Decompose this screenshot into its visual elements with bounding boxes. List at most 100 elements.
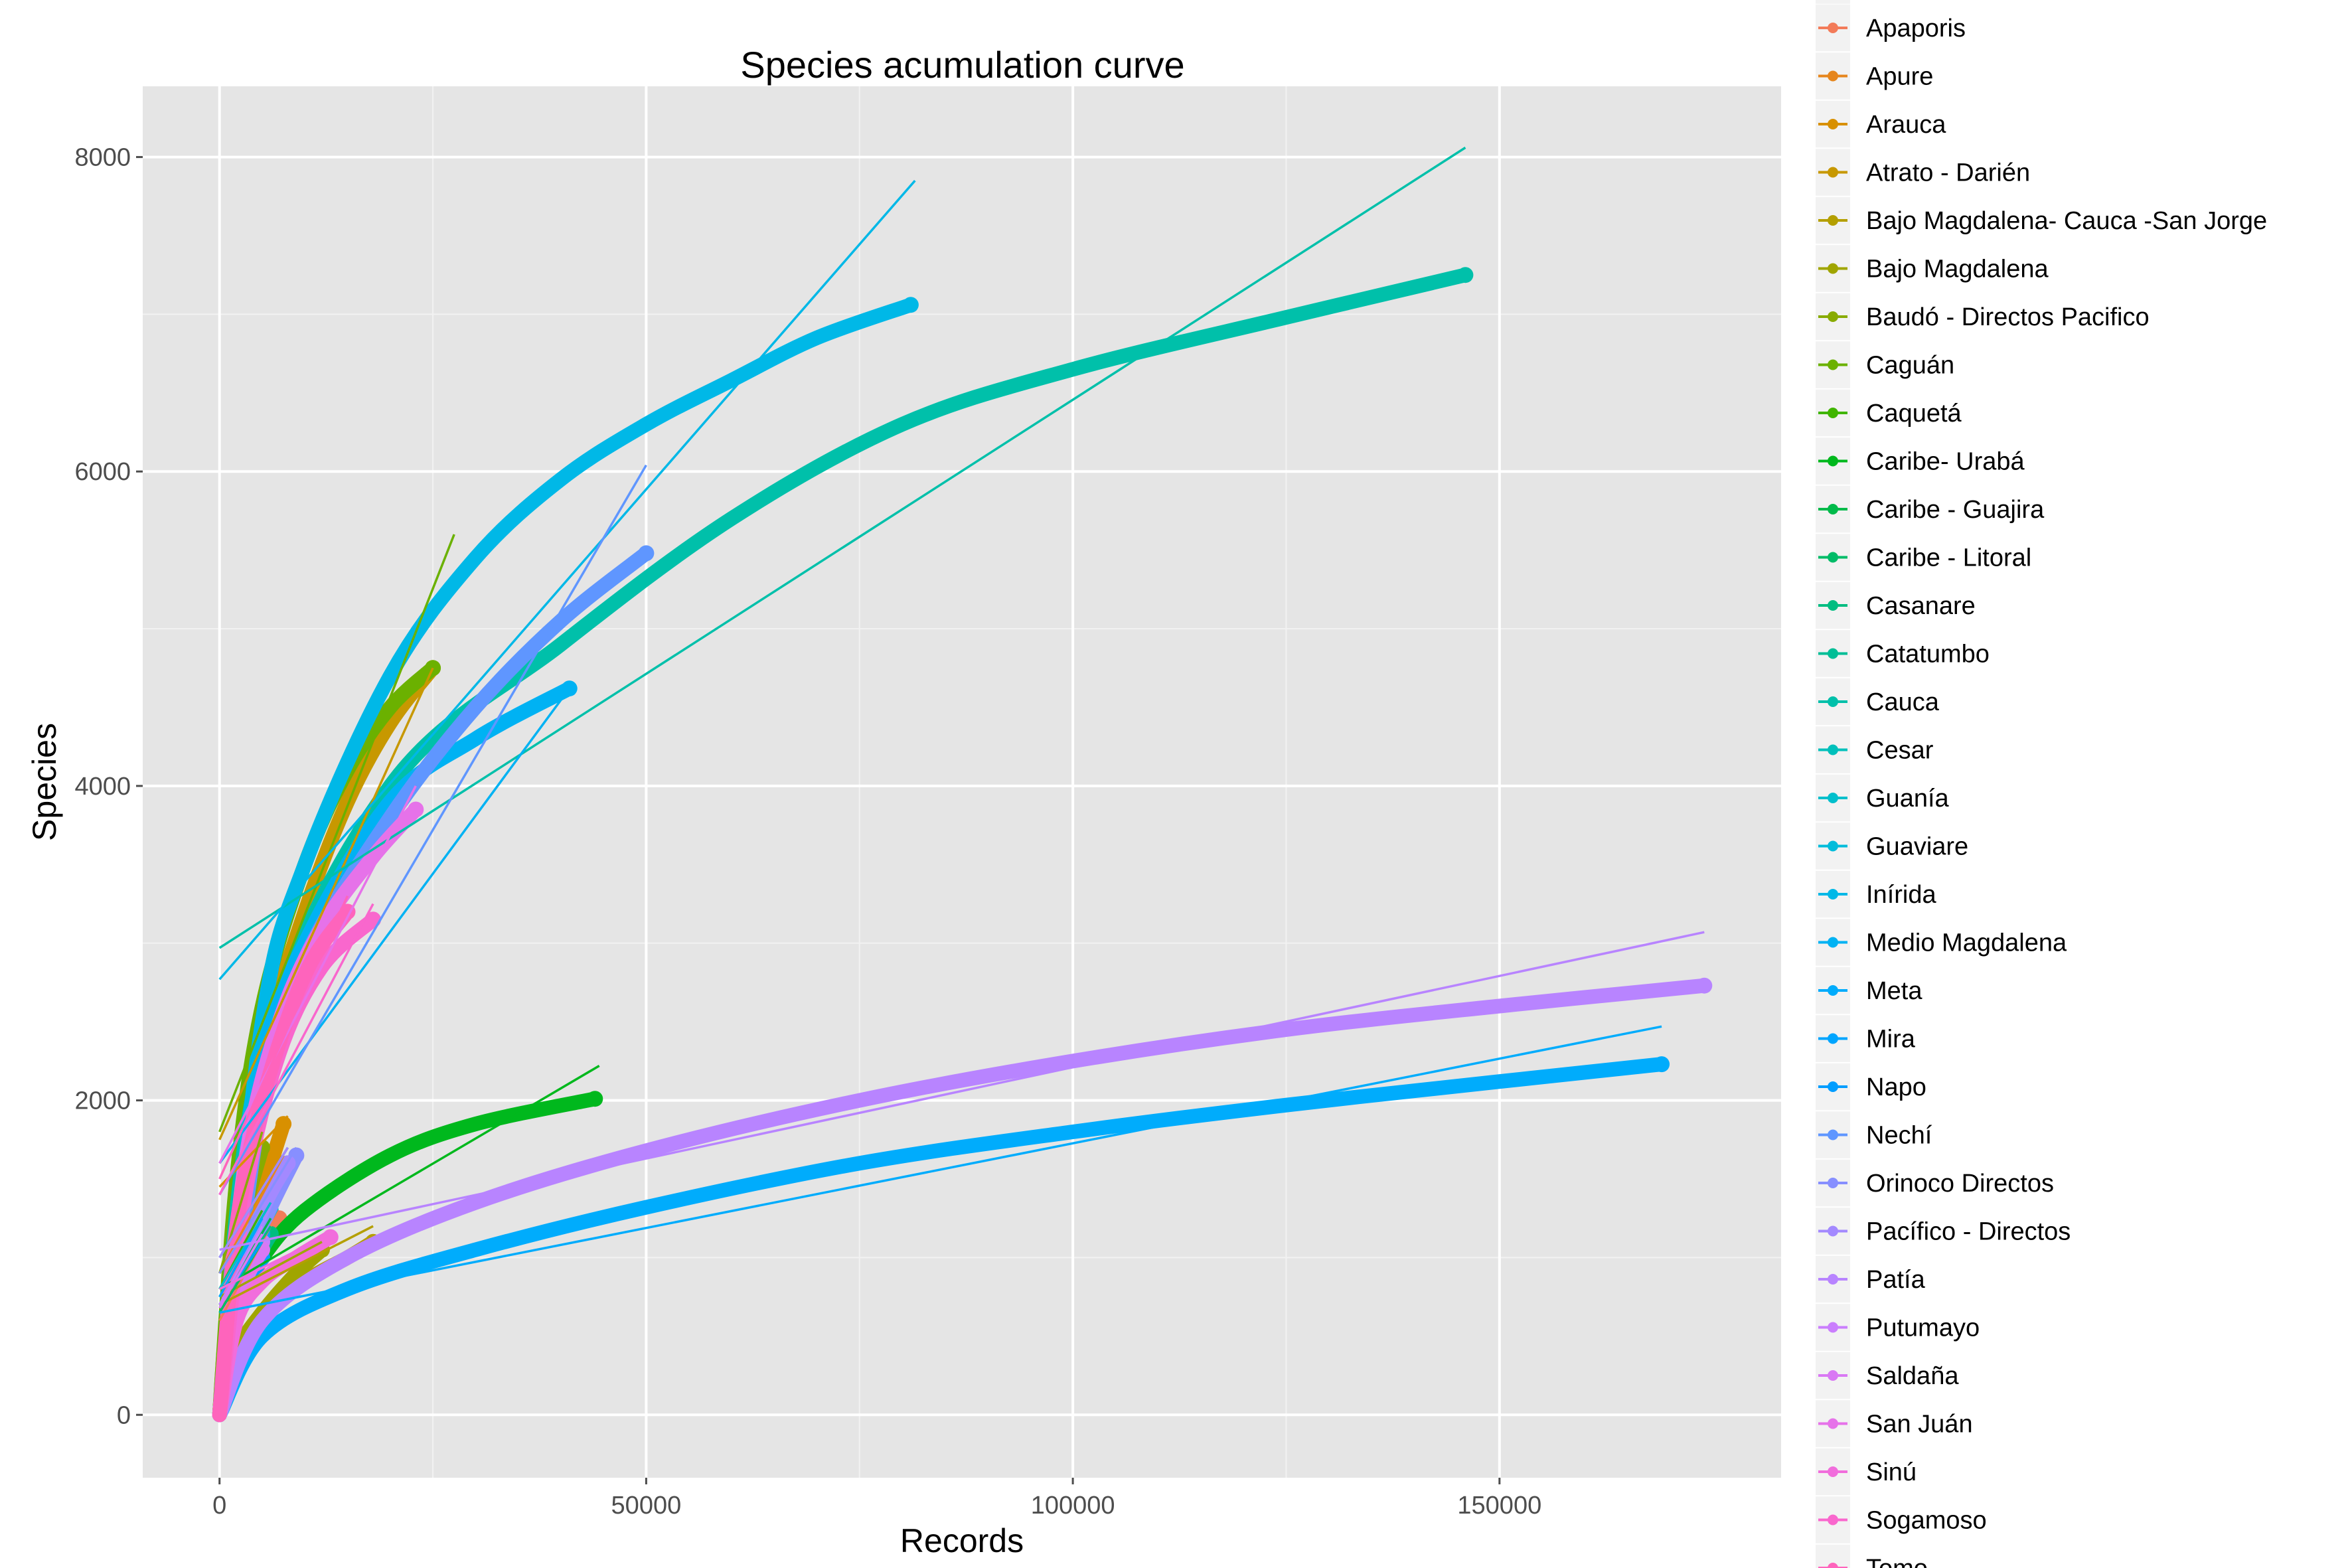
curve-end-point [408,801,424,818]
legend-item: Tomo [1816,1544,1928,1568]
legend-item: Nechí [1816,1111,1932,1158]
legend-key-point [1828,215,1838,226]
legend-item: San Juán [1816,1400,1973,1447]
legend-item: Catatumbo [1816,630,1990,677]
legend-item: Arauca [1816,100,1946,148]
legend-label: Tomo [1866,1555,1928,1568]
legend-label: San Juán [1866,1411,1973,1439]
x-tick-label: 50000 [611,1492,682,1520]
legend-key-point [1828,1129,1838,1140]
legend-item: Orinoco Directos [1816,1159,2054,1207]
legend-item: Caribe- Urabá [1816,437,2025,485]
legend-item: Sinú [1816,1448,1917,1496]
legend-key-point [1828,119,1838,129]
legend-label: Baudó - Directos Pacifico [1866,303,2150,331]
legend-key-point [1828,1514,1838,1526]
legend-label: Casanare [1866,592,1976,620]
legend-item: Putumayo [1816,1304,1980,1351]
legend-key-point [1828,359,1838,370]
legend-item: Atrato - Darién [1816,149,2030,196]
legend-key-point [1828,937,1838,948]
legend-item: Guanía [1816,774,1950,822]
fit-line-caguan [218,534,455,1133]
legend-label: Arauca [1866,111,1946,139]
legend-key-point [1828,70,1838,82]
legend-label: Caribe - Litoral [1866,544,2031,572]
legend-key-point [1828,1033,1838,1044]
legend-item: Bajo Magdalena [1816,245,2049,292]
legend-key-point [1828,23,1838,33]
legend-item: Pacífico - Directos [1816,1208,2071,1255]
legend-label: Saldaña [1866,1362,1959,1390]
legend-key-point [1828,648,1838,659]
legend-item: Guaviare [1816,823,1968,870]
legend-item: Apaporis [1816,4,1966,52]
series-layer [212,146,1713,1423]
legend-item: Caribe - Litoral [1816,534,2031,581]
fit-lines [218,146,1705,1321]
legend-item: Bajo Magdalena- Cauca -San Jorge [1816,196,2267,244]
curve-end-point [322,1229,339,1245]
fit-line-meta [219,1025,1662,1314]
legend-label: Mira [1866,1026,1916,1054]
legend-label: Caquetá [1866,400,1962,428]
y-tick-label: 8000 [74,144,131,172]
legend-label: Guanía [1866,785,1950,813]
fit-line-bajo-magdalena [218,1241,323,1298]
fit-line-sinu [218,1233,331,1291]
legend-key-point [1828,408,1838,418]
fit-line-mira [218,1217,264,1298]
legend-key-point [1828,696,1838,707]
legend-key-point [1828,1081,1838,1092]
legend-label: Catatumbo [1866,641,1990,668]
x-axis-ticks: 0 50000 100000 150000 [212,1478,1541,1520]
legend-item: Cesar [1816,726,1934,773]
legend-key-point [1828,1322,1838,1333]
y-tick-label: 6000 [74,458,131,486]
legend-key-point [1828,504,1838,514]
legend-key-point [1828,1274,1838,1285]
fit-line-orinoco-directos [218,1146,297,1275]
legend-key-point [1828,840,1838,852]
curve-end-point [1696,977,1713,994]
fit-line-cauca [218,146,1466,949]
legend-label: Napo [1866,1073,1926,1101]
fit-line-patia [219,931,1705,1251]
legend-key-point [1828,600,1838,611]
fit-line-tomo [218,895,349,1180]
legend-key-point [1828,263,1838,274]
curve-end-point [275,1116,292,1133]
fit-line-atrato-darien [218,667,434,1140]
legend-label: Meta [1866,977,1922,1005]
legend-label: Medio Magdalena [1866,929,2067,957]
legend-item: Caribe - Guajira [1816,485,2045,533]
legend-label: Sinú [1866,1458,1917,1486]
y-axis-title: Species [26,723,63,841]
x-axis-title: Records [900,1522,1024,1559]
curve-end-point [638,545,655,562]
legend-item: Caquetá [1816,389,1962,437]
legend-label: Guaviare [1866,833,1968,861]
legend-key-point [1828,1563,1838,1568]
x-tick-label: 150000 [1457,1492,1541,1520]
fit-line-inirida [218,179,916,980]
curve-end-point [1457,267,1474,283]
fit-line-guania [218,1202,272,1290]
y-tick-label: 2000 [74,1087,131,1115]
legend-key-point [1828,167,1838,178]
legend-item: Sogamoso [1816,1496,1987,1543]
legend: Apaporis Apure Arauca Atrato - Darién Bajo M… [1816,0,2267,1568]
legend-item: Napo [1816,1063,1926,1111]
legend-key-point [1828,793,1838,803]
legend-label: Atrato - Darién [1866,159,2030,187]
fit-line-nechi [218,464,647,1196]
legend-label: Apure [1866,63,1933,91]
legend-item: Casanare [1816,582,1976,629]
chart-title: Species acumulation curve [740,44,1184,86]
legend-label: Sogamoso [1866,1507,1987,1535]
legend-label: Patía [1866,1266,1926,1294]
legend-label: Apaporis [1866,15,1966,42]
legend-label: Cesar [1866,737,1934,765]
legend-label: Caribe- Urabá [1866,448,2025,476]
